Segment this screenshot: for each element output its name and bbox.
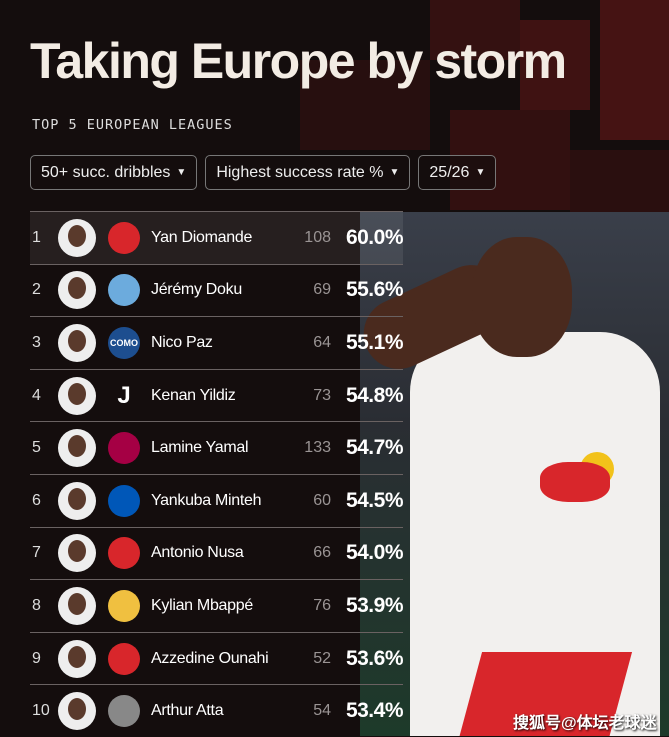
club-logo-icon [108, 274, 140, 307]
success-rate: 60.0% [345, 225, 404, 249]
player-avatar [58, 481, 96, 520]
filter-bar: 50+ succ. dribbles ▼ Highest success rate… [30, 155, 497, 190]
rank: 3 [32, 333, 41, 351]
rank: 2 [32, 281, 41, 299]
dribble-count: 64 [313, 333, 331, 351]
player-name: Jérémy Doku [151, 281, 242, 299]
rank: 10 [32, 702, 50, 720]
filter-dribbles-dropdown[interactable]: 50+ succ. dribbles ▼ [30, 155, 198, 190]
table-row[interactable]: 9 Azzedine Ounahi 52 53.6% [30, 631, 404, 685]
table-row[interactable]: 10 Arthur Atta 54 53.4% [30, 684, 404, 737]
dribble-count: 76 [313, 596, 331, 614]
player-avatar [58, 692, 96, 731]
rank: 5 [32, 439, 41, 457]
rank: 6 [32, 491, 41, 509]
player-photo [360, 212, 669, 736]
player-avatar [58, 323, 96, 362]
success-rate: 53.4% [345, 699, 404, 723]
player-avatar [58, 429, 96, 468]
table-row[interactable]: 7 Antonio Nusa 66 54.0% [30, 526, 404, 580]
caret-down-icon: ▼ [176, 167, 187, 178]
caret-down-icon: ▼ [475, 167, 486, 178]
rank: 9 [32, 649, 41, 667]
success-rate: 53.9% [345, 593, 404, 617]
club-logo-icon [108, 695, 140, 728]
table-row[interactable]: 5 Lamine Yamal 133 54.7% [30, 421, 404, 474]
watermark: 搜狐号@体坛老球迷 [513, 715, 657, 732]
table-row[interactable]: 6 Yankuba Minteh 60 54.5% [30, 473, 404, 527]
dribble-count: 54 [313, 702, 331, 720]
club-logo-icon [108, 537, 140, 570]
rank: 8 [32, 596, 41, 614]
success-rate: 55.1% [345, 330, 404, 354]
player-avatar [58, 639, 96, 678]
player-name: Yan Diomande [151, 228, 253, 246]
rank: 7 [32, 544, 41, 562]
player-name: Lamine Yamal [151, 439, 249, 457]
filter-sort-dropdown[interactable]: Highest success rate % ▼ [205, 155, 411, 190]
success-rate: 54.5% [345, 488, 404, 512]
dribble-count: 69 [313, 281, 331, 299]
table-row[interactable]: 4 J Kenan Yildiz 73 54.8% [30, 368, 404, 422]
rank: 1 [32, 228, 41, 246]
success-rate: 55.6% [345, 278, 404, 302]
dribble-count: 66 [313, 544, 331, 562]
club-logo-icon: J [117, 381, 131, 409]
table-row[interactable]: 3 COMO Nico Paz 64 55.1% [30, 316, 404, 369]
page-title: Taking Europe by storm [30, 33, 567, 89]
player-avatar [58, 534, 96, 573]
player-avatar [58, 271, 96, 310]
club-logo-icon [108, 432, 140, 465]
club-logo-icon [108, 484, 140, 517]
success-rate: 54.7% [345, 436, 404, 460]
player-avatar [58, 376, 96, 415]
success-rate: 54.8% [345, 383, 404, 407]
player-name: Yankuba Minteh [151, 491, 262, 509]
player-name: Kylian Mbappé [151, 596, 253, 614]
filter-season-dropdown[interactable]: 25/26 ▼ [418, 155, 497, 190]
success-rate: 54.0% [345, 541, 404, 565]
player-name: Arthur Atta [151, 702, 224, 720]
success-rate: 53.6% [345, 646, 404, 670]
dribble-count: 73 [313, 386, 331, 404]
rank: 4 [32, 386, 41, 404]
caret-down-icon: ▼ [389, 167, 400, 178]
dribble-count: 108 [304, 228, 331, 246]
player-avatar [58, 218, 96, 257]
table-row[interactable]: 8 Kylian Mbappé 76 53.9% [30, 579, 404, 632]
dribble-count: 60 [313, 491, 331, 509]
subtitle: TOP 5 EUROPEAN LEAGUES [32, 117, 233, 133]
player-name: Kenan Yildiz [151, 386, 236, 404]
player-avatar [58, 586, 96, 625]
club-logo-icon [108, 589, 140, 622]
table-row[interactable]: 2 Jérémy Doku 69 55.6% [30, 263, 404, 317]
table-row[interactable]: 1 Yan Diomande 108 60.0% [30, 211, 404, 264]
club-logo-icon [108, 642, 140, 675]
player-name: Antonio Nusa [151, 544, 244, 562]
player-name: Nico Paz [151, 333, 213, 351]
player-name: Azzedine Ounahi [151, 649, 269, 667]
ranking-list: 1 Yan Diomande 108 60.0% 2 Jérémy Doku 69… [30, 211, 404, 737]
club-logo-icon: COMO [108, 326, 140, 359]
club-logo-icon [108, 221, 140, 254]
dribble-count: 133 [304, 439, 331, 457]
dribble-count: 52 [313, 649, 331, 667]
